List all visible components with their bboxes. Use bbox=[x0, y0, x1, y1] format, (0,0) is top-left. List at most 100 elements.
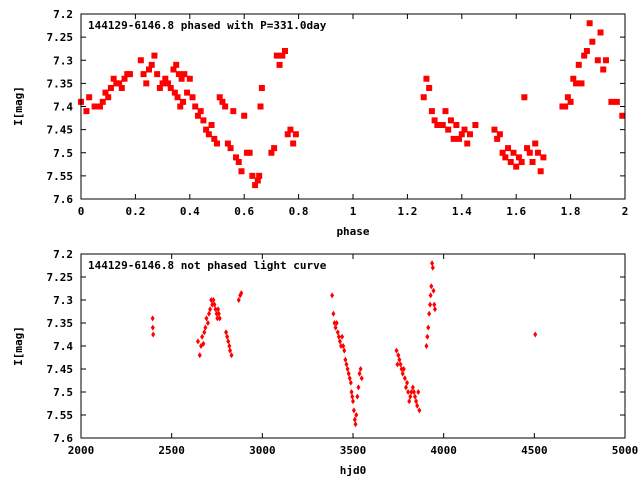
data-point bbox=[236, 297, 241, 303]
data-point bbox=[194, 112, 201, 119]
data-point bbox=[238, 168, 245, 175]
data-point bbox=[177, 103, 184, 110]
data-point bbox=[608, 98, 615, 105]
data-point bbox=[537, 168, 544, 175]
data-point bbox=[146, 66, 152, 73]
data-point bbox=[225, 333, 230, 340]
data-point bbox=[491, 126, 498, 133]
data-point bbox=[202, 329, 207, 336]
data-point bbox=[201, 340, 206, 347]
data-point bbox=[411, 389, 416, 395]
data-point bbox=[526, 149, 533, 156]
data-point bbox=[116, 80, 123, 87]
data-point bbox=[162, 75, 169, 82]
data-point bbox=[254, 177, 261, 184]
data-point bbox=[564, 94, 571, 101]
data-point bbox=[347, 375, 352, 382]
data-point bbox=[257, 103, 264, 110]
y-tick-label: 7.35 bbox=[47, 317, 74, 330]
data-point bbox=[570, 75, 577, 82]
data-point bbox=[406, 389, 411, 395]
data-point bbox=[331, 310, 336, 317]
data-point bbox=[428, 108, 435, 115]
data-point bbox=[150, 315, 155, 322]
data-point bbox=[200, 117, 207, 124]
data-point bbox=[540, 154, 547, 161]
data-point bbox=[575, 61, 582, 68]
data-point bbox=[442, 108, 449, 115]
data-point bbox=[230, 108, 237, 115]
data-point bbox=[415, 402, 420, 409]
data-point bbox=[594, 57, 601, 64]
x-tick-label: 0.6 bbox=[234, 205, 254, 218]
data-point bbox=[510, 149, 517, 156]
data-point bbox=[290, 140, 297, 147]
data-point bbox=[246, 149, 253, 156]
x-tick-label: 1.4 bbox=[452, 205, 472, 218]
data-point bbox=[352, 416, 357, 423]
data-point bbox=[348, 379, 353, 386]
y-tick-label: 7.5 bbox=[53, 147, 73, 160]
data-point bbox=[430, 260, 435, 267]
unphased-light-curve-chart: 2000 2500 3000 3500 4000 4500 5000 7.2 7.25 7.3 7.… bbox=[12, 248, 638, 477]
data-point bbox=[427, 310, 432, 317]
data-point bbox=[524, 145, 531, 152]
data-point bbox=[276, 61, 283, 68]
data-point bbox=[192, 103, 199, 110]
data-point bbox=[417, 407, 422, 414]
unphased-y-axis-label: I[mag] bbox=[12, 326, 25, 366]
data-point bbox=[394, 347, 399, 354]
data-point bbox=[567, 98, 574, 105]
x-tick-label: 5000 bbox=[612, 444, 639, 457]
data-point bbox=[458, 131, 465, 138]
x-tick-label: 1.2 bbox=[397, 205, 417, 218]
data-point bbox=[151, 331, 156, 338]
data-point bbox=[343, 356, 348, 363]
data-point bbox=[613, 98, 620, 105]
data-point bbox=[602, 57, 609, 64]
data-point bbox=[227, 145, 234, 152]
data-point bbox=[203, 126, 210, 133]
data-point bbox=[205, 320, 210, 326]
y-tick-label: 7.45 bbox=[47, 124, 74, 137]
data-point bbox=[226, 338, 231, 345]
data-point bbox=[282, 48, 288, 54]
data-point bbox=[252, 182, 259, 189]
data-point bbox=[211, 135, 218, 142]
data-point bbox=[351, 398, 355, 405]
data-point bbox=[337, 338, 342, 345]
data-point bbox=[505, 145, 512, 152]
data-point bbox=[461, 126, 468, 133]
data-point bbox=[428, 301, 433, 308]
data-point bbox=[583, 48, 590, 54]
data-point bbox=[499, 149, 506, 156]
data-point bbox=[429, 283, 434, 290]
data-point bbox=[425, 333, 430, 340]
data-point bbox=[515, 154, 522, 161]
unphased-x-axis-label: hjd0 bbox=[340, 464, 367, 477]
x-tick-label: 3000 bbox=[249, 444, 276, 457]
data-point bbox=[355, 393, 360, 400]
y-tick-label: 7.55 bbox=[47, 409, 74, 422]
x-tick-label: 0.8 bbox=[289, 205, 309, 218]
data-point bbox=[410, 384, 415, 391]
data-point bbox=[150, 324, 155, 331]
data-point bbox=[184, 89, 191, 96]
data-point bbox=[284, 131, 291, 138]
data-point bbox=[216, 310, 221, 317]
data-point bbox=[154, 71, 161, 78]
data-point bbox=[358, 366, 363, 372]
data-point bbox=[532, 140, 539, 147]
phased-axis-ticks: 0 0.2 0.4 0.6 0.8 1 1.2 1.4 1.6 1.8 2 7.2 7.25 7.3 7.3… bbox=[47, 8, 629, 218]
x-tick-label: 2 bbox=[622, 205, 629, 218]
unphased-chart-title: 144129-6146.8 not phased light curve bbox=[88, 259, 327, 272]
x-tick-label: 3500 bbox=[340, 444, 367, 457]
data-point bbox=[464, 140, 471, 147]
data-point bbox=[222, 103, 229, 110]
x-tick-label: 0.2 bbox=[125, 205, 145, 218]
data-point bbox=[258, 85, 265, 91]
data-point bbox=[431, 287, 436, 294]
data-point bbox=[227, 343, 232, 349]
data-point bbox=[204, 315, 209, 322]
x-tick-label: 4500 bbox=[521, 444, 548, 457]
